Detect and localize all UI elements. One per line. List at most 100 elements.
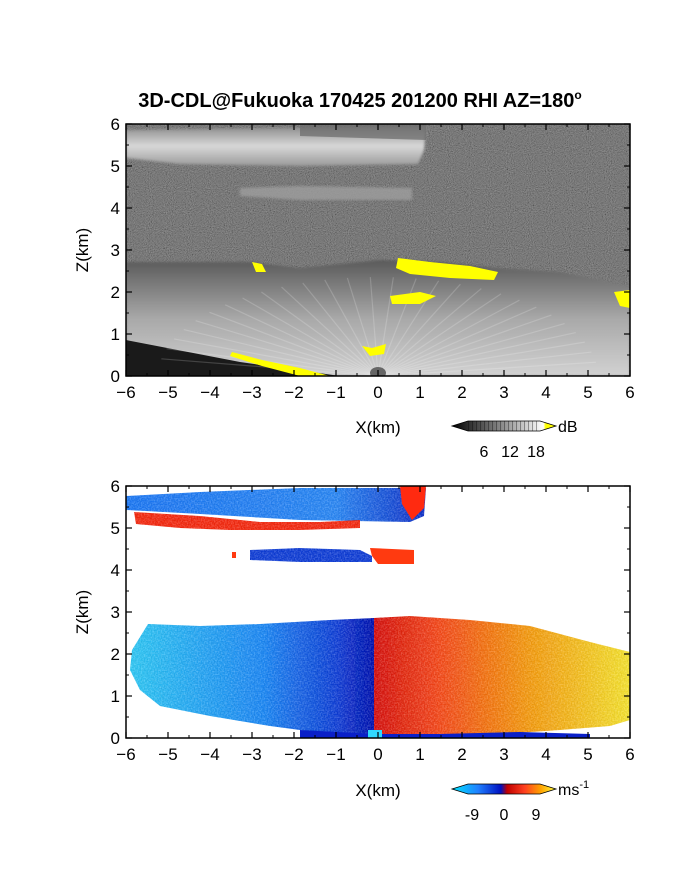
colorbar-hatching	[468, 421, 540, 431]
colorbar-tick: -9	[465, 807, 479, 824]
mid-cloud-positive	[370, 548, 414, 564]
velocity-image	[126, 486, 630, 738]
radar-ray	[209, 311, 379, 376]
velocity-panel: −6 −5 −4 −3 −2 −1 0 1 2 3 4 5 6 0 1 2 3 4 5 6 X(km) Z(km) m…	[73, 477, 635, 824]
radar-ray	[377, 299, 520, 376]
x-tick-label: 2	[457, 745, 466, 764]
intensity-colorbar: dB 6 12 18	[450, 419, 578, 461]
y-tick-label: 0	[111, 367, 120, 386]
radar-ray	[242, 297, 379, 376]
radar-ray	[377, 293, 502, 376]
radar-ray	[377, 332, 576, 376]
x-tick-label: 1	[415, 383, 424, 402]
radar-ray	[261, 291, 379, 376]
colorbar-tick: 0	[500, 807, 509, 824]
x-tick-label: −3	[242, 383, 261, 402]
x-axis-label: X(km)	[355, 418, 400, 437]
y-tick-label: 3	[111, 241, 120, 260]
saturated-region	[230, 352, 330, 376]
y-tick-label: 5	[111, 157, 120, 176]
radar-ray	[377, 277, 394, 376]
upper-cloud-top	[300, 124, 426, 140]
mid-cloud-speck	[232, 552, 236, 558]
radar-ray	[195, 320, 379, 376]
boundary-layer-positive	[374, 616, 630, 738]
velocity-colorbar: ms-1 -9 0 9	[450, 779, 589, 824]
x-tick-label: 3	[499, 745, 508, 764]
x-tick-label: −5	[158, 745, 177, 764]
y-tick-label: 1	[111, 325, 120, 344]
x-tick-label: 6	[625, 383, 634, 402]
radar-ray	[377, 341, 585, 376]
radar-ray	[183, 328, 379, 376]
radar-ray	[173, 338, 379, 376]
intensity-image	[126, 124, 630, 376]
upper-cloud-positive	[400, 486, 426, 520]
radar-ray	[281, 286, 379, 376]
colorbar-bar	[450, 783, 558, 795]
x-tick-label: −5	[158, 383, 177, 402]
radar-rays	[161, 277, 596, 376]
radar-ray	[369, 277, 379, 376]
radar-ray	[377, 288, 482, 376]
mid-cloud-layer	[240, 186, 412, 200]
x-axis-label: X(km)	[355, 781, 400, 800]
x-tick-label: −6	[116, 745, 135, 764]
chart-title: 3D-CDL@Fukuoka 170425 201200 RHI AZ=180o	[138, 88, 582, 112]
colorbar-tick: 6	[480, 444, 489, 461]
radar-ray	[377, 322, 565, 376]
y-tick-label: 4	[111, 199, 120, 218]
y-axis-label: Z(km)	[73, 590, 92, 634]
y-tick-label: 2	[111, 283, 120, 302]
upper-cloud-negative	[126, 488, 426, 522]
x-tick-label: 3	[499, 383, 508, 402]
y-axis-label: Z(km)	[73, 228, 92, 272]
colorbar-unit: ms-1	[558, 779, 589, 799]
radar-ray	[377, 314, 552, 376]
x-tick-label: −4	[200, 745, 219, 764]
x-tick-label: −3	[242, 745, 261, 764]
x-tick-label: −2	[284, 383, 303, 402]
y-tick-label: 2	[111, 645, 120, 664]
colorbar-tick: 9	[532, 807, 541, 824]
x-tick-label: 1	[415, 745, 424, 764]
ground-shadow	[126, 340, 340, 376]
radar-ray	[377, 283, 461, 376]
y-tick-label: 5	[111, 519, 120, 538]
radar-ray	[377, 361, 596, 376]
x-tick-label: 0	[373, 383, 382, 402]
mid-cloud-negative	[250, 548, 372, 562]
y-tick-label: 4	[111, 561, 120, 580]
y-tick-label: 0	[111, 729, 120, 748]
x-tick-label: 2	[457, 383, 466, 402]
radar-site	[368, 730, 382, 738]
boundary-layer	[126, 260, 630, 376]
y-tick-label: 1	[111, 687, 120, 706]
radar-ray	[224, 304, 379, 376]
x-tick-label: 4	[541, 745, 550, 764]
saturated-region	[252, 262, 266, 272]
radar-ray	[302, 282, 379, 376]
boundary-layer-negative	[130, 618, 374, 738]
saturated-region	[362, 344, 386, 356]
saturated-region	[390, 292, 436, 304]
x-tick-label: 5	[583, 745, 592, 764]
y-tick-label: 3	[111, 603, 120, 622]
x-tick-label: 4	[541, 383, 550, 402]
y-tick-label: 6	[111, 477, 120, 496]
upper-cloud-base-positive	[134, 512, 360, 530]
x-tick-label: 5	[583, 383, 592, 402]
x-tick-label: 6	[625, 745, 634, 764]
x-tick-label: −1	[326, 383, 345, 402]
radar-ray	[324, 279, 379, 376]
colorbar-unit: dB	[558, 419, 578, 436]
radar-ray	[377, 306, 537, 376]
colorbar-tick: 12	[501, 444, 519, 461]
x-tick-label: −4	[200, 383, 219, 402]
radar-ray	[346, 277, 379, 376]
velocity-axes: −6 −5 −4 −3 −2 −1 0 1 2 3 4 5 6 0 1 2 3 4 5 6	[111, 477, 635, 764]
intensity-axes: −6 −5 −4 −3 −2 −1 0 1 2 3 4 5 6 0 1 2 3 4 5 6	[111, 115, 635, 402]
y-tick-label: 6	[111, 115, 120, 134]
x-tick-label: 0	[373, 745, 382, 764]
colorbar-tick: 18	[527, 444, 545, 461]
